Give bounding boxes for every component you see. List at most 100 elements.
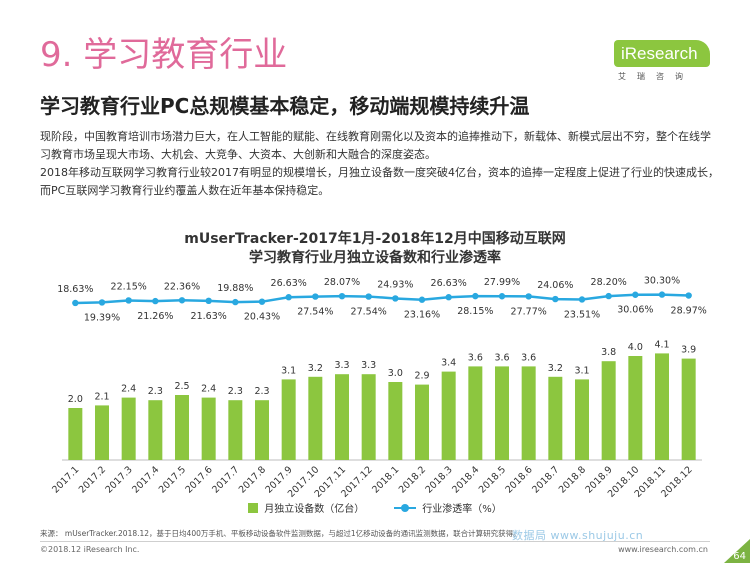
x-tick-label: 2017.5 [157,464,188,495]
line-point [472,292,479,300]
line-point [285,294,292,301]
line-value-label: 23.16% [404,310,440,321]
line-value-label: 27.54% [297,307,333,318]
bar-value-label: 2.3 [228,386,243,397]
bar [468,366,483,460]
line-point [205,297,212,305]
line-point [685,292,692,299]
legend-bar-swatch [248,502,259,513]
line-value-label: 27.77% [511,306,547,317]
x-tick-label: 2017.1 [50,464,81,495]
bar-value-label: 3.1 [574,365,589,376]
line-value-label: 27.54% [351,307,387,318]
x-tick-label: 2018.4 [450,464,481,495]
bar-value-label: 3.4 [441,358,456,369]
x-tick-label: 2018.6 [503,464,534,495]
line-value-label: 20.43% [244,312,280,323]
bar-value-label: 3.1 [281,365,296,376]
chart-title-line1: mUserTracker-2017年1月-2018年12月中国移动互联网 [184,231,566,247]
line-value-label: 24.06% [537,280,573,291]
line-value-label: 28.15% [457,306,493,317]
line-value-label: 21.26% [137,311,173,322]
line-value-label: 19.39% [84,312,120,323]
legend-line-swatch [394,503,417,513]
page-subtitle: 学习教育行业PC总规模基本稳定，移动端规模持续升温 [40,94,530,118]
combo-chart: 2.0 2.1 2.4 2.3 2.5 2.4 2.3 2.3 3.1 3.2 3.3 3.3 3.0 2… [50,276,707,500]
section-title: 9. 学习教育行业 [40,35,288,75]
footer-divider [40,541,710,542]
bar-value-label: 3.3 [334,360,349,371]
bar-value-label: 4.1 [654,339,669,350]
bar-value-label: 3.6 [521,352,536,363]
bar [548,376,563,460]
bar-value-label: 3.0 [388,368,403,379]
line-point [258,298,266,305]
x-tick-label: 2018.3 [423,464,454,495]
bar-value-label: 2.3 [254,386,269,397]
line-point [232,298,239,306]
bar [228,400,243,460]
line-value-label: 30.06% [617,305,653,316]
bar [655,353,669,460]
bar-value-label: 3.9 [681,345,696,356]
website: www.iresearch.com.cn [618,545,708,554]
bar [281,379,296,460]
x-tick-label: 2018.8 [557,464,588,495]
bar [255,400,269,460]
line-points [72,291,692,307]
bar [681,358,696,460]
x-tick-label: 2018.2 [397,464,428,495]
legend-item-bars: 月独立设备数（亿台） [248,500,364,515]
bar [95,405,109,460]
line-value-label: 28.97% [671,306,707,317]
bar [388,382,403,460]
bar-value-label: 3.8 [601,347,616,358]
line-point [365,293,372,300]
x-tick-label: 2018.1 [370,464,401,495]
legend: 月独立设备数（亿台） 行业渗透率（%） [0,500,750,515]
line-value-label: 27.99% [484,277,520,288]
line-point [445,294,452,301]
page-number: 64 [724,539,750,563]
bar-value-label: 2.4 [201,384,216,395]
x-tick-label: 2017.4 [130,464,161,495]
watermark: 数据局 www.shujuju.cn [512,529,644,542]
line-point [392,295,399,302]
bar-value-label: 4.0 [628,342,643,353]
bar [415,384,429,460]
line-point [338,292,346,300]
copyright: ©2018.12 iResearch Inc. [40,545,140,554]
line-point [605,292,612,300]
line-point [98,299,106,306]
line-point [578,296,586,303]
bar [361,374,376,460]
bar [201,397,216,460]
line-value-label: 28.07% [324,277,360,288]
paragraph-2: 2018年移动互联网学习教育行业较2017有明显的规模增长，月独立设备数一度突破… [40,166,719,197]
bar-value-label: 2.5 [174,381,189,392]
bar-labels: 2.0 2.1 2.4 2.3 2.5 2.4 2.3 2.3 3.1 3.2 3.3 3.3 3.0 2… [68,339,696,405]
bar [148,400,163,460]
bar-value-label: 2.0 [68,394,83,405]
legend-item-line: 行业渗透率（%） [394,500,502,515]
line-point [632,291,639,298]
bar [121,397,136,460]
line-value-label: 30.30% [644,276,680,287]
x-tick-label: 2017.7 [210,464,241,495]
line-value-label: 26.63% [271,278,307,289]
line-value-label: 28.20% [591,277,627,288]
bar-value-label: 3.3 [361,360,376,371]
bar [521,366,536,460]
logo-subtitle: 艾瑞咨询 [618,72,694,81]
chart-title-line2: 学习教育行业月独立设备数和行业渗透率 [249,250,501,266]
penetration-line [75,293,689,305]
source-note: 来源： mUserTracker.2018.12，基于日均400万手机、平板移动… [40,529,521,538]
line-point [125,297,132,304]
x-tick-label: 2017.6 [183,464,214,495]
line-value-label: 21.63% [191,311,227,322]
bar [495,366,509,460]
x-tick-labels: 2017.12017.22017.32017.42017.52017.62017… [50,464,695,500]
page-number-text: 64 [733,551,746,562]
bar-value-label: 3.2 [548,363,563,374]
line-value-label: 26.63% [431,278,467,289]
